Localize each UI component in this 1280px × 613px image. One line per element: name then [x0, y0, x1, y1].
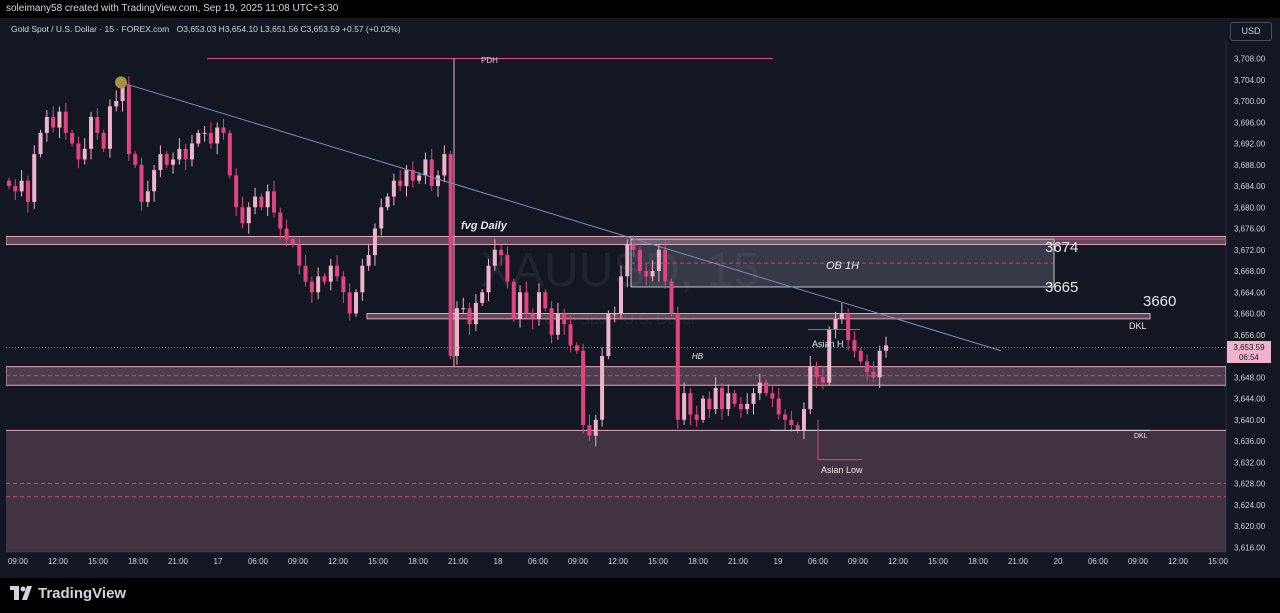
symbol-name: Gold Spot / U.S. Dollar · 15 · FOREX.com	[11, 24, 170, 34]
ohlc-values: O3,653.03 H3,654.10 L3,651.56 C3,653.59 …	[176, 24, 401, 34]
credit-text: soleimany58 created with TradingView.com…	[6, 3, 339, 14]
currency-button[interactable]: USD	[1230, 22, 1272, 41]
top-credit-bar: soleimany58 created with TradingView.com…	[0, 0, 1280, 18]
tradingview-logo-icon	[10, 586, 32, 600]
bottom-bar	[0, 578, 1280, 613]
symbol-legend: Gold Spot / U.S. Dollar · 15 · FOREX.com…	[11, 24, 401, 34]
tradingview-logo[interactable]: TradingView	[10, 583, 126, 603]
tradingview-logo-text: TradingView	[38, 584, 127, 602]
chart-frame[interactable]	[0, 18, 1280, 578]
